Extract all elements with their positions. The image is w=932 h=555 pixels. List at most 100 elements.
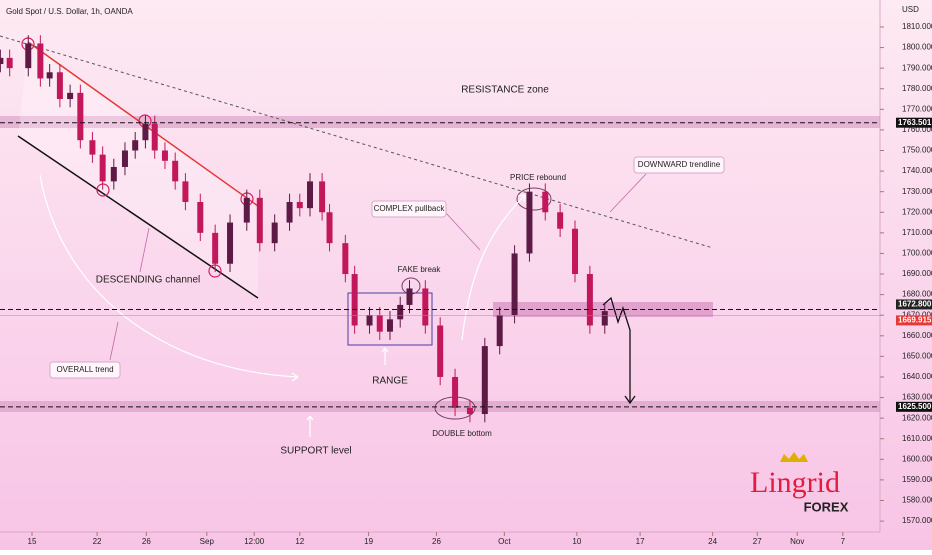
- x-tick-label: 26: [142, 537, 151, 546]
- x-tick-label: Oct: [498, 537, 511, 546]
- annotation: DOUBLE bottom: [432, 429, 492, 438]
- y-tick-label: 1590.000: [902, 475, 932, 484]
- y-tick-label: 1690.000: [902, 269, 932, 278]
- x-tick-label: 22: [93, 537, 102, 546]
- candle-body: [319, 181, 326, 213]
- level-label: 1669.915: [898, 315, 932, 324]
- range-box: [347, 292, 433, 346]
- candle-body: [132, 140, 139, 151]
- callout-lines: [109, 173, 647, 361]
- candle-body: [326, 212, 333, 244]
- x-tick-label: 19: [364, 537, 373, 546]
- y-tick-label: 1810.000: [902, 22, 932, 31]
- candle-body: [172, 160, 179, 182]
- x-tick-label: 17: [636, 537, 645, 546]
- y-tick-label: 1780.000: [902, 84, 932, 93]
- trend-arrows: [39, 174, 526, 437]
- candle-body: [397, 304, 404, 320]
- annotation: FAKE break: [398, 265, 442, 274]
- y-tick-label: 1750.000: [902, 146, 932, 155]
- x-tick-label: 7: [841, 537, 846, 546]
- x-tick-label: 15: [28, 537, 37, 546]
- callout-boxes: [49, 156, 725, 379]
- x-tick-label: Nov: [790, 537, 804, 546]
- currency: USD: [902, 5, 919, 14]
- candle-body: [452, 376, 459, 408]
- candle-body: [496, 315, 503, 347]
- y-tick-label: 1740.000: [902, 166, 932, 175]
- candle-body: [256, 197, 263, 244]
- y-tick-label: 1670.000: [902, 310, 932, 319]
- logo-sub: FOREX: [804, 499, 849, 514]
- candle-body: [0, 57, 4, 65]
- y-tick-label: 1660.000: [902, 331, 932, 340]
- y-tick-label: 1710.000: [902, 228, 932, 237]
- logo-crown: [780, 452, 808, 462]
- candle-body: [386, 319, 393, 332]
- candle-body: [142, 123, 149, 141]
- y-tick-label: 1680.000: [902, 290, 932, 299]
- annotation: DESCENDING channel: [96, 275, 200, 286]
- y-tick-label: 1640.000: [902, 372, 932, 381]
- x-tick-label: 12:00: [244, 537, 265, 546]
- candle-body: [271, 222, 278, 244]
- candle-body: [437, 325, 444, 377]
- candle-body: [110, 166, 117, 182]
- y-tick-label: 1800.000: [902, 43, 932, 52]
- candle-body: [37, 43, 44, 79]
- candle-body: [227, 222, 234, 264]
- annotation: DOWNWARD trendline: [638, 160, 721, 169]
- chart-title: Gold Spot / U.S. Dollar, 1h, OANDA: [6, 7, 133, 16]
- x-tick-label: 12: [295, 537, 304, 546]
- projection-path: [602, 296, 631, 402]
- candle-body: [197, 201, 204, 233]
- candle-body: [77, 92, 84, 141]
- y-tick-label: 1610.000: [902, 434, 932, 443]
- x-tick-label: 26: [432, 537, 441, 546]
- candle-body: [56, 72, 63, 100]
- candle-body: [601, 311, 608, 326]
- x-tick-label: 10: [572, 537, 581, 546]
- candle-body: [6, 57, 13, 69]
- level-box: [896, 117, 932, 128]
- x-tick-label: Sep: [200, 537, 215, 546]
- candle-body: [422, 288, 429, 326]
- x-tick-label: 27: [753, 537, 762, 546]
- candle-body: [366, 315, 373, 326]
- level-box: [896, 315, 932, 326]
- candle-body: [481, 346, 488, 415]
- level-box: [896, 299, 932, 310]
- y-tick-label: 1600.000: [902, 454, 932, 463]
- annotation: RANGE: [372, 376, 408, 387]
- candle-body: [526, 191, 533, 254]
- candle-body: [151, 123, 158, 151]
- resistance-zone: [0, 116, 880, 128]
- y-tick-label: 1580.000: [902, 496, 932, 505]
- level-label: 1625.500: [898, 402, 932, 411]
- candle-body: [243, 197, 250, 223]
- candle-body: [286, 201, 293, 223]
- annotation: PRICE rebound: [510, 173, 566, 182]
- y-tick-label: 1630.000: [902, 393, 932, 402]
- level-label: 1672.800: [898, 300, 932, 309]
- annotation: COMPLEX pullback: [374, 204, 446, 213]
- y-tick-label: 1570.000: [902, 516, 932, 525]
- annotation: OVERALL trend: [56, 365, 113, 374]
- annotation: SUPPORT level: [280, 446, 351, 457]
- y-tick-label: 1770.000: [902, 104, 932, 113]
- y-tick-label: 1790.000: [902, 63, 932, 72]
- x-tick-label: 24: [708, 537, 717, 546]
- candle-body: [511, 253, 518, 316]
- candle-body: [89, 140, 96, 155]
- candle-body: [121, 150, 128, 167]
- y-tick-label: 1760.000: [902, 125, 932, 134]
- candle-body: [161, 150, 168, 161]
- candle-body: [572, 228, 579, 275]
- candle-body: [466, 407, 473, 415]
- y-tick-label: 1730.000: [902, 187, 932, 196]
- candle-body: [542, 191, 549, 213]
- candle-body: [307, 181, 314, 209]
